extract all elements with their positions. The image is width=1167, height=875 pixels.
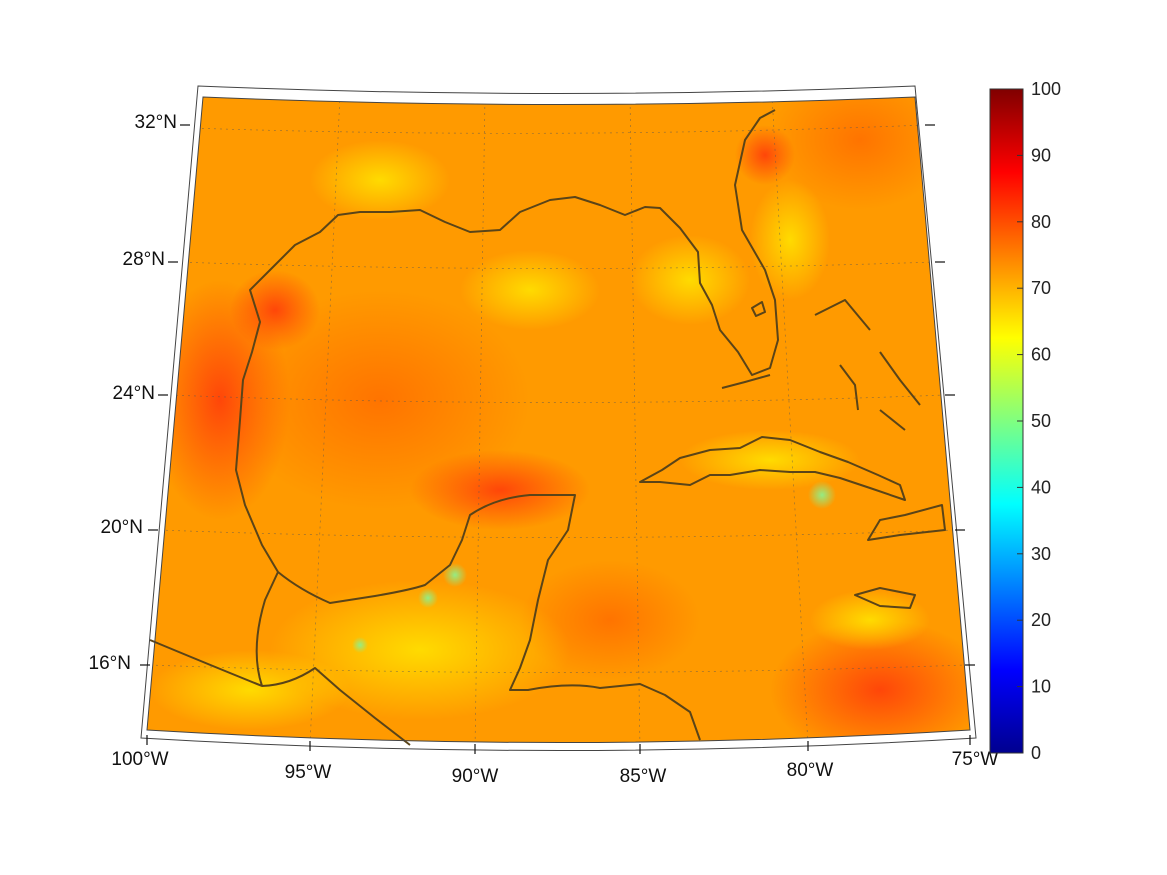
data-field <box>147 97 970 743</box>
lon-label: 75°W <box>952 749 999 770</box>
lat-label: 16°N <box>89 653 131 674</box>
colorbar: 100 90 80 70 60 50 40 30 20 10 0 <box>989 79 1061 763</box>
colorbar-label: 20 <box>1031 610 1051 630</box>
map-outer-frame <box>140 85 977 751</box>
graticule <box>149 97 966 743</box>
colorbar-label: 40 <box>1031 477 1051 497</box>
lon-label: 80°W <box>787 760 834 781</box>
gulf-coastline <box>149 109 779 746</box>
colorbar-label: 60 <box>1031 345 1051 365</box>
colorbar-label: 0 <box>1031 743 1041 763</box>
lat-label: 20°N <box>101 517 143 538</box>
cuba-outline <box>639 436 906 501</box>
florida-keys <box>721 374 771 389</box>
colorbar-label: 50 <box>1031 411 1051 431</box>
coastlines <box>149 109 946 746</box>
lake-okeechobee <box>751 301 766 317</box>
frame-ticks <box>140 124 975 754</box>
colorbar-label: 30 <box>1031 544 1051 564</box>
map-frame <box>146 96 971 743</box>
colorbar-label: 90 <box>1031 145 1051 165</box>
lat-label: 24°N <box>113 383 155 404</box>
lon-label: 90°W <box>452 766 499 787</box>
lon-label: 100°W <box>111 749 168 770</box>
lon-label: 85°W <box>620 766 667 787</box>
colorbar-label: 80 <box>1031 212 1051 232</box>
latitude-labels: 32°N 28°N 24°N 20°N 16°N <box>89 112 177 674</box>
lat-label: 32°N <box>135 112 177 133</box>
colorbar-label: 10 <box>1031 677 1051 697</box>
lon-label: 95°W <box>285 762 332 783</box>
bahamas-outline <box>814 299 921 431</box>
colorbar-label: 70 <box>1031 278 1051 298</box>
longitude-labels: 100°W 95°W 90°W 85°W 80°W 75°W <box>111 749 998 787</box>
colorbar-label: 100 <box>1031 79 1061 99</box>
lat-label: 28°N <box>123 249 165 270</box>
hispaniola-outline <box>867 504 946 541</box>
colorbar-ticks <box>1017 88 1023 754</box>
jamaica-outline <box>854 587 916 609</box>
